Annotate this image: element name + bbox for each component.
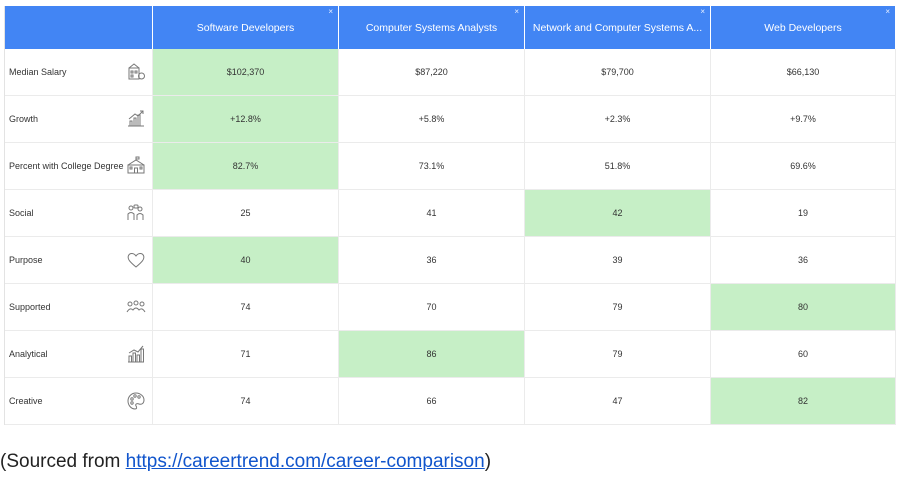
value-cell: 82 (711, 378, 896, 424)
row-label-cell: Analytical (5, 331, 153, 377)
column-header-label: Computer Systems Analysts (365, 21, 498, 34)
table-row: Supported 74 70 79 80 (5, 284, 896, 331)
value-cell: 74 (153, 284, 339, 330)
value-cell: $87,220 (339, 49, 525, 95)
column-header-computer-systems-analysts: Computer Systems Analysts × (339, 6, 525, 49)
remove-column-icon[interactable]: × (514, 7, 519, 16)
row-label-cell: Creative (5, 378, 153, 424)
source-link[interactable]: https://careertrend.com/career-compariso… (125, 451, 485, 472)
column-header-network-systems: Network and Computer Systems A... × (525, 6, 711, 49)
group-support-icon (126, 297, 146, 317)
value-cell: 79 (525, 331, 711, 377)
value-cell: 82.7% (153, 143, 339, 189)
value-cell: 86 (339, 331, 525, 377)
row-label-cell: Median Salary (5, 49, 153, 95)
value-cell: +2.3% (525, 96, 711, 142)
value-cell: $79,700 (525, 49, 711, 95)
remove-column-icon[interactable]: × (328, 7, 333, 16)
row-label: Percent with College Degree (9, 161, 124, 171)
table-row: Analytical 71 86 79 60 (5, 331, 896, 378)
row-label: Supported (9, 302, 51, 312)
value-cell: 79 (525, 284, 711, 330)
value-cell: +12.8% (153, 96, 339, 142)
row-label-cell: Percent with College Degree (5, 143, 153, 189)
value-cell: 42 (525, 190, 711, 236)
row-label-cell: Social (5, 190, 153, 236)
source-note: (Sourced from https://careertrend.com/ca… (0, 451, 491, 473)
remove-column-icon[interactable]: × (700, 7, 705, 16)
career-comparison-table: Software Developers × Computer Systems A… (4, 6, 896, 425)
value-cell: 51.8% (525, 143, 711, 189)
building-money-icon (126, 62, 146, 82)
value-cell: 19 (711, 190, 896, 236)
column-header-label: Network and Computer Systems A... (532, 21, 703, 34)
bar-chart-icon (126, 344, 146, 364)
palette-icon (126, 391, 146, 411)
value-cell: $102,370 (153, 49, 339, 95)
value-cell: 73.1% (339, 143, 525, 189)
school-building-icon (126, 156, 146, 176)
value-cell: 40 (153, 237, 339, 283)
value-cell: 71 (153, 331, 339, 377)
row-label: Social (9, 208, 34, 218)
value-cell: 36 (711, 237, 896, 283)
column-header-web-developers: Web Developers × (711, 6, 896, 49)
table-row: Median Salary $102,370 $87,220 $79,700 $66,1… (5, 49, 896, 96)
value-cell: $66,130 (711, 49, 896, 95)
row-label-cell: Growth (5, 96, 153, 142)
row-label: Purpose (9, 255, 43, 265)
value-cell: 36 (339, 237, 525, 283)
value-cell: +5.8% (339, 96, 525, 142)
value-cell: 80 (711, 284, 896, 330)
table-row: Creative 74 66 47 82 (5, 378, 896, 425)
table-row: Percent with College Degree 82.7% 73.1% 51.… (5, 143, 896, 190)
people-talking-icon (126, 203, 146, 223)
row-label-cell: Supported (5, 284, 153, 330)
source-prefix: (Sourced from (0, 451, 126, 472)
row-label-cell: Purpose (5, 237, 153, 283)
column-header-label: Web Developers (764, 21, 842, 34)
column-header-label: Software Developers (196, 21, 295, 34)
remove-column-icon[interactable]: × (885, 7, 890, 16)
table-row: Purpose 40 36 39 36 (5, 237, 896, 284)
row-label: Median Salary (9, 67, 67, 77)
row-label: Growth (9, 114, 39, 124)
value-cell: +9.7% (711, 96, 896, 142)
table-row: Social 25 41 42 19 (5, 190, 896, 237)
growth-chart-icon (126, 109, 146, 129)
value-cell: 47 (525, 378, 711, 424)
value-cell: 25 (153, 190, 339, 236)
column-header-software-developers: Software Developers × (153, 6, 339, 49)
value-cell: 39 (525, 237, 711, 283)
value-cell: 70 (339, 284, 525, 330)
heart-icon (126, 250, 146, 270)
value-cell: 66 (339, 378, 525, 424)
table-row: Growth +12.8% +5.8% +2.3% +9.7% (5, 96, 896, 143)
row-label: Analytical (9, 349, 48, 359)
value-cell: 41 (339, 190, 525, 236)
value-cell: 60 (711, 331, 896, 377)
source-suffix: ) (484, 451, 492, 472)
value-cell: 74 (153, 378, 339, 424)
value-cell: 69.6% (711, 143, 896, 189)
header-corner (5, 6, 153, 49)
table-header-row: Software Developers × Computer Systems A… (5, 6, 896, 49)
row-label: Creative (9, 396, 43, 406)
table-body: Median Salary $102,370 $87,220 $79,700 $66,1… (5, 49, 896, 425)
